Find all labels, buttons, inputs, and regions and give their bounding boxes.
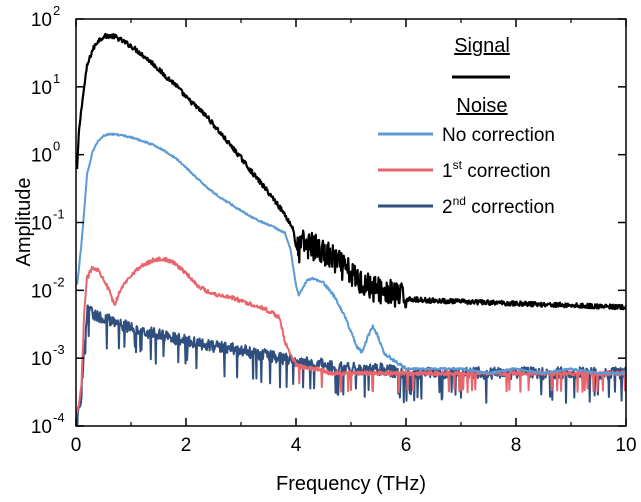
x-tick-label: 10 bbox=[615, 435, 636, 456]
y-tick-exponent: 1 bbox=[53, 71, 60, 86]
series-line-0 bbox=[76, 32, 626, 311]
y-tick-exponent: -4 bbox=[53, 410, 65, 425]
series-line-1 bbox=[76, 132, 626, 375]
y-tick-label: 10 bbox=[31, 281, 52, 302]
y-tick-label: 10 bbox=[31, 10, 52, 31]
y-tick-exponent: -1 bbox=[53, 207, 65, 222]
y-tick-label: 10 bbox=[31, 417, 52, 438]
legend-entry: No correction bbox=[442, 125, 555, 146]
series-layer bbox=[76, 32, 626, 426]
legend-noise-heading: Noise bbox=[456, 95, 507, 117]
x-tick-label: 4 bbox=[291, 435, 302, 456]
plot-frame bbox=[75, 18, 627, 427]
x-tick-label: 8 bbox=[511, 435, 522, 456]
x-tick-label: 6 bbox=[401, 435, 412, 456]
y-tick-label: 10 bbox=[31, 78, 52, 99]
legend: Signal Noise No correction 1st correction 2n… bbox=[378, 35, 555, 218]
y-tick-label: 10 bbox=[31, 349, 52, 370]
legend-signal-heading: Signal bbox=[454, 35, 510, 57]
y-tick-exponent: 2 bbox=[53, 3, 60, 18]
y-axis-title: Amplitude bbox=[13, 178, 35, 267]
x-axis-title: Frequency (THz) bbox=[276, 473, 426, 495]
y-tick-exponent: -3 bbox=[53, 342, 65, 357]
y-tick-label: 10 bbox=[31, 146, 52, 167]
x-tick-label: 0 bbox=[71, 435, 82, 456]
x-tick-label: 2 bbox=[181, 435, 192, 456]
y-tick-exponent: -2 bbox=[53, 274, 65, 289]
y-tick-label: 10 bbox=[31, 214, 52, 235]
legend-entry: 2nd correction bbox=[442, 194, 555, 218]
y-tick-exponent: 0 bbox=[53, 139, 60, 154]
legend-entry: 1st correction bbox=[442, 158, 551, 182]
